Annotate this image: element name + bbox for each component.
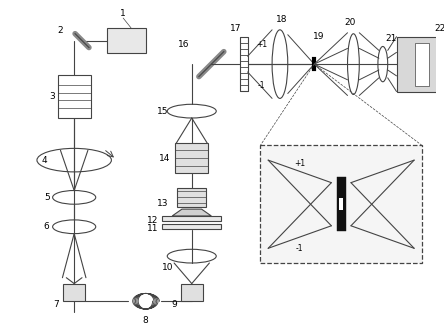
Text: 20: 20	[345, 18, 356, 27]
Text: 14: 14	[159, 154, 170, 163]
Bar	[415, 43, 429, 86]
Text: +1: +1	[256, 40, 267, 49]
Bar	[181, 284, 202, 301]
Text: 4: 4	[42, 156, 48, 165]
Bar	[175, 144, 208, 173]
Text: 1: 1	[120, 9, 126, 18]
Text: 13: 13	[157, 199, 168, 208]
Bar	[58, 75, 91, 118]
Text: 15: 15	[157, 107, 168, 116]
Bar	[177, 187, 206, 207]
Text: 22: 22	[434, 24, 444, 33]
Text: 19: 19	[313, 32, 325, 41]
Text: 18: 18	[276, 15, 288, 24]
Text: +1: +1	[294, 159, 305, 167]
Bar	[397, 37, 444, 92]
Ellipse shape	[378, 47, 388, 82]
Bar	[163, 216, 221, 221]
Text: 21: 21	[385, 34, 396, 43]
Bar	[339, 198, 343, 210]
Text: 3: 3	[50, 92, 56, 101]
Bar	[163, 224, 221, 229]
Text: 5: 5	[44, 193, 50, 202]
Ellipse shape	[37, 149, 111, 172]
Text: 16: 16	[178, 40, 190, 49]
Ellipse shape	[53, 190, 96, 204]
Text: 6: 6	[44, 222, 50, 231]
Text: 7: 7	[54, 300, 59, 309]
Ellipse shape	[272, 30, 288, 99]
Text: -1: -1	[296, 244, 303, 253]
Bar	[107, 28, 146, 53]
Text: 2: 2	[58, 26, 63, 35]
Polygon shape	[172, 209, 211, 216]
Text: 12: 12	[147, 216, 158, 225]
Text: 8: 8	[143, 316, 149, 325]
Ellipse shape	[348, 34, 359, 95]
Text: 17: 17	[230, 24, 242, 33]
Bar	[240, 37, 248, 91]
Text: 11: 11	[147, 224, 159, 233]
Bar	[260, 146, 422, 263]
Ellipse shape	[53, 220, 96, 234]
Ellipse shape	[167, 249, 216, 263]
Ellipse shape	[167, 104, 216, 118]
Bar	[337, 177, 345, 231]
Text: 10: 10	[162, 263, 173, 272]
Bar	[63, 284, 85, 301]
Text: 9: 9	[171, 300, 177, 309]
Text: -1: -1	[258, 81, 265, 90]
